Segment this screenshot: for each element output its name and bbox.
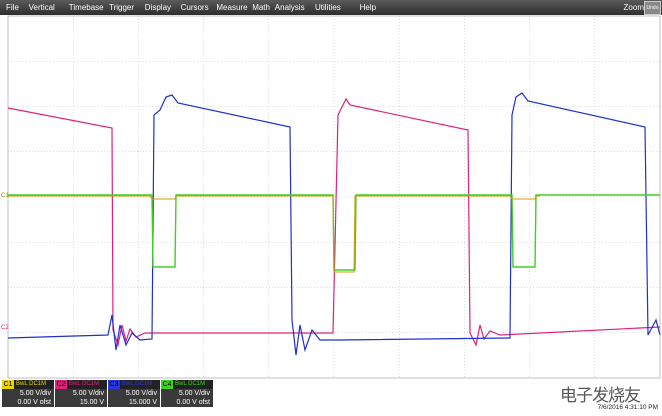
zoom-label[interactable]: Zoom <box>623 3 644 12</box>
channel-tag: C4 <box>161 380 173 389</box>
channel-tag: C2 <box>55 380 67 389</box>
channel-box[interactable]: C4 BwL DC1M 5.00 V/div 0.00 V ofst <box>161 380 213 408</box>
channel-scale: 5.00 V/div <box>2 389 54 398</box>
menu-item[interactable]: Measure <box>216 3 248 12</box>
channel-header: C1 BwL DC1M <box>2 380 54 389</box>
menu-item[interactable]: Display <box>144 3 172 12</box>
channel-1-marker: C1 <box>1 193 9 199</box>
channel-offset: 15.000 V <box>108 398 160 407</box>
undo-button[interactable]: Undo <box>644 1 661 15</box>
channel-scale: 5.00 V/div <box>55 389 107 398</box>
channel-header: C3 BwL DC1M <box>108 380 160 389</box>
menu-item[interactable]: Vertical <box>28 3 55 12</box>
menu-item[interactable]: Analysis <box>274 3 305 12</box>
menu-item[interactable]: Timebase <box>68 3 104 12</box>
channel-4-trace <box>8 194 660 271</box>
menu-item[interactable]: Trigger <box>109 3 135 12</box>
grid <box>8 16 660 378</box>
channel-coupling: BwL DC1M <box>175 381 206 387</box>
channel-coupling: BwL DC1M <box>69 381 100 387</box>
menu-bar: Zoom Undo File Vertical Timebase Trigger Dis… <box>0 0 662 15</box>
channel-scale: 5.00 V/div <box>161 389 213 398</box>
channel-coupling: BwL DC1M <box>122 381 153 387</box>
channel-offset: 15.00 V <box>55 398 107 407</box>
channel-2-marker: C2 <box>1 325 9 331</box>
channel-tag: C3 <box>108 380 120 389</box>
channel-1-trace <box>8 195 540 273</box>
channel-box[interactable]: C1 BwL DC1M 5.00 V/div 0.00 V ofst <box>2 380 54 408</box>
channel-box[interactable]: C3 BwL DC1M 5.00 V/div 15.000 V <box>108 380 160 408</box>
channel-2-trace <box>7 97 661 348</box>
channel-scale: 5.00 V/div <box>108 389 160 398</box>
channel-header: C2 BwL DC1M <box>55 380 107 389</box>
channel-box[interactable]: C2 BwL DC1M 5.00 V/div 15.00 V <box>55 380 107 408</box>
channel-offset: 0.00 V ofst <box>2 398 54 407</box>
watermark: 电子发烧友 <box>560 386 641 405</box>
timestamp: 7/6/2016 4:31:10 PM <box>597 404 658 411</box>
menu-item[interactable]: Help <box>359 3 377 12</box>
waveform-display <box>7 15 661 379</box>
menu-item[interactable]: File <box>6 3 19 12</box>
channel-coupling: BwL DC1M <box>16 381 47 387</box>
menu-item[interactable]: Utilities <box>315 3 341 12</box>
menu-item[interactable]: Math <box>252 3 270 12</box>
channel-offset: 0.00 V ofst <box>161 398 213 407</box>
channel-header: C4 BwL DC1M <box>161 380 213 389</box>
channel-tag: C1 <box>2 380 14 389</box>
channel-3-trace <box>7 92 661 356</box>
menu-item[interactable]: Cursors <box>180 3 209 12</box>
